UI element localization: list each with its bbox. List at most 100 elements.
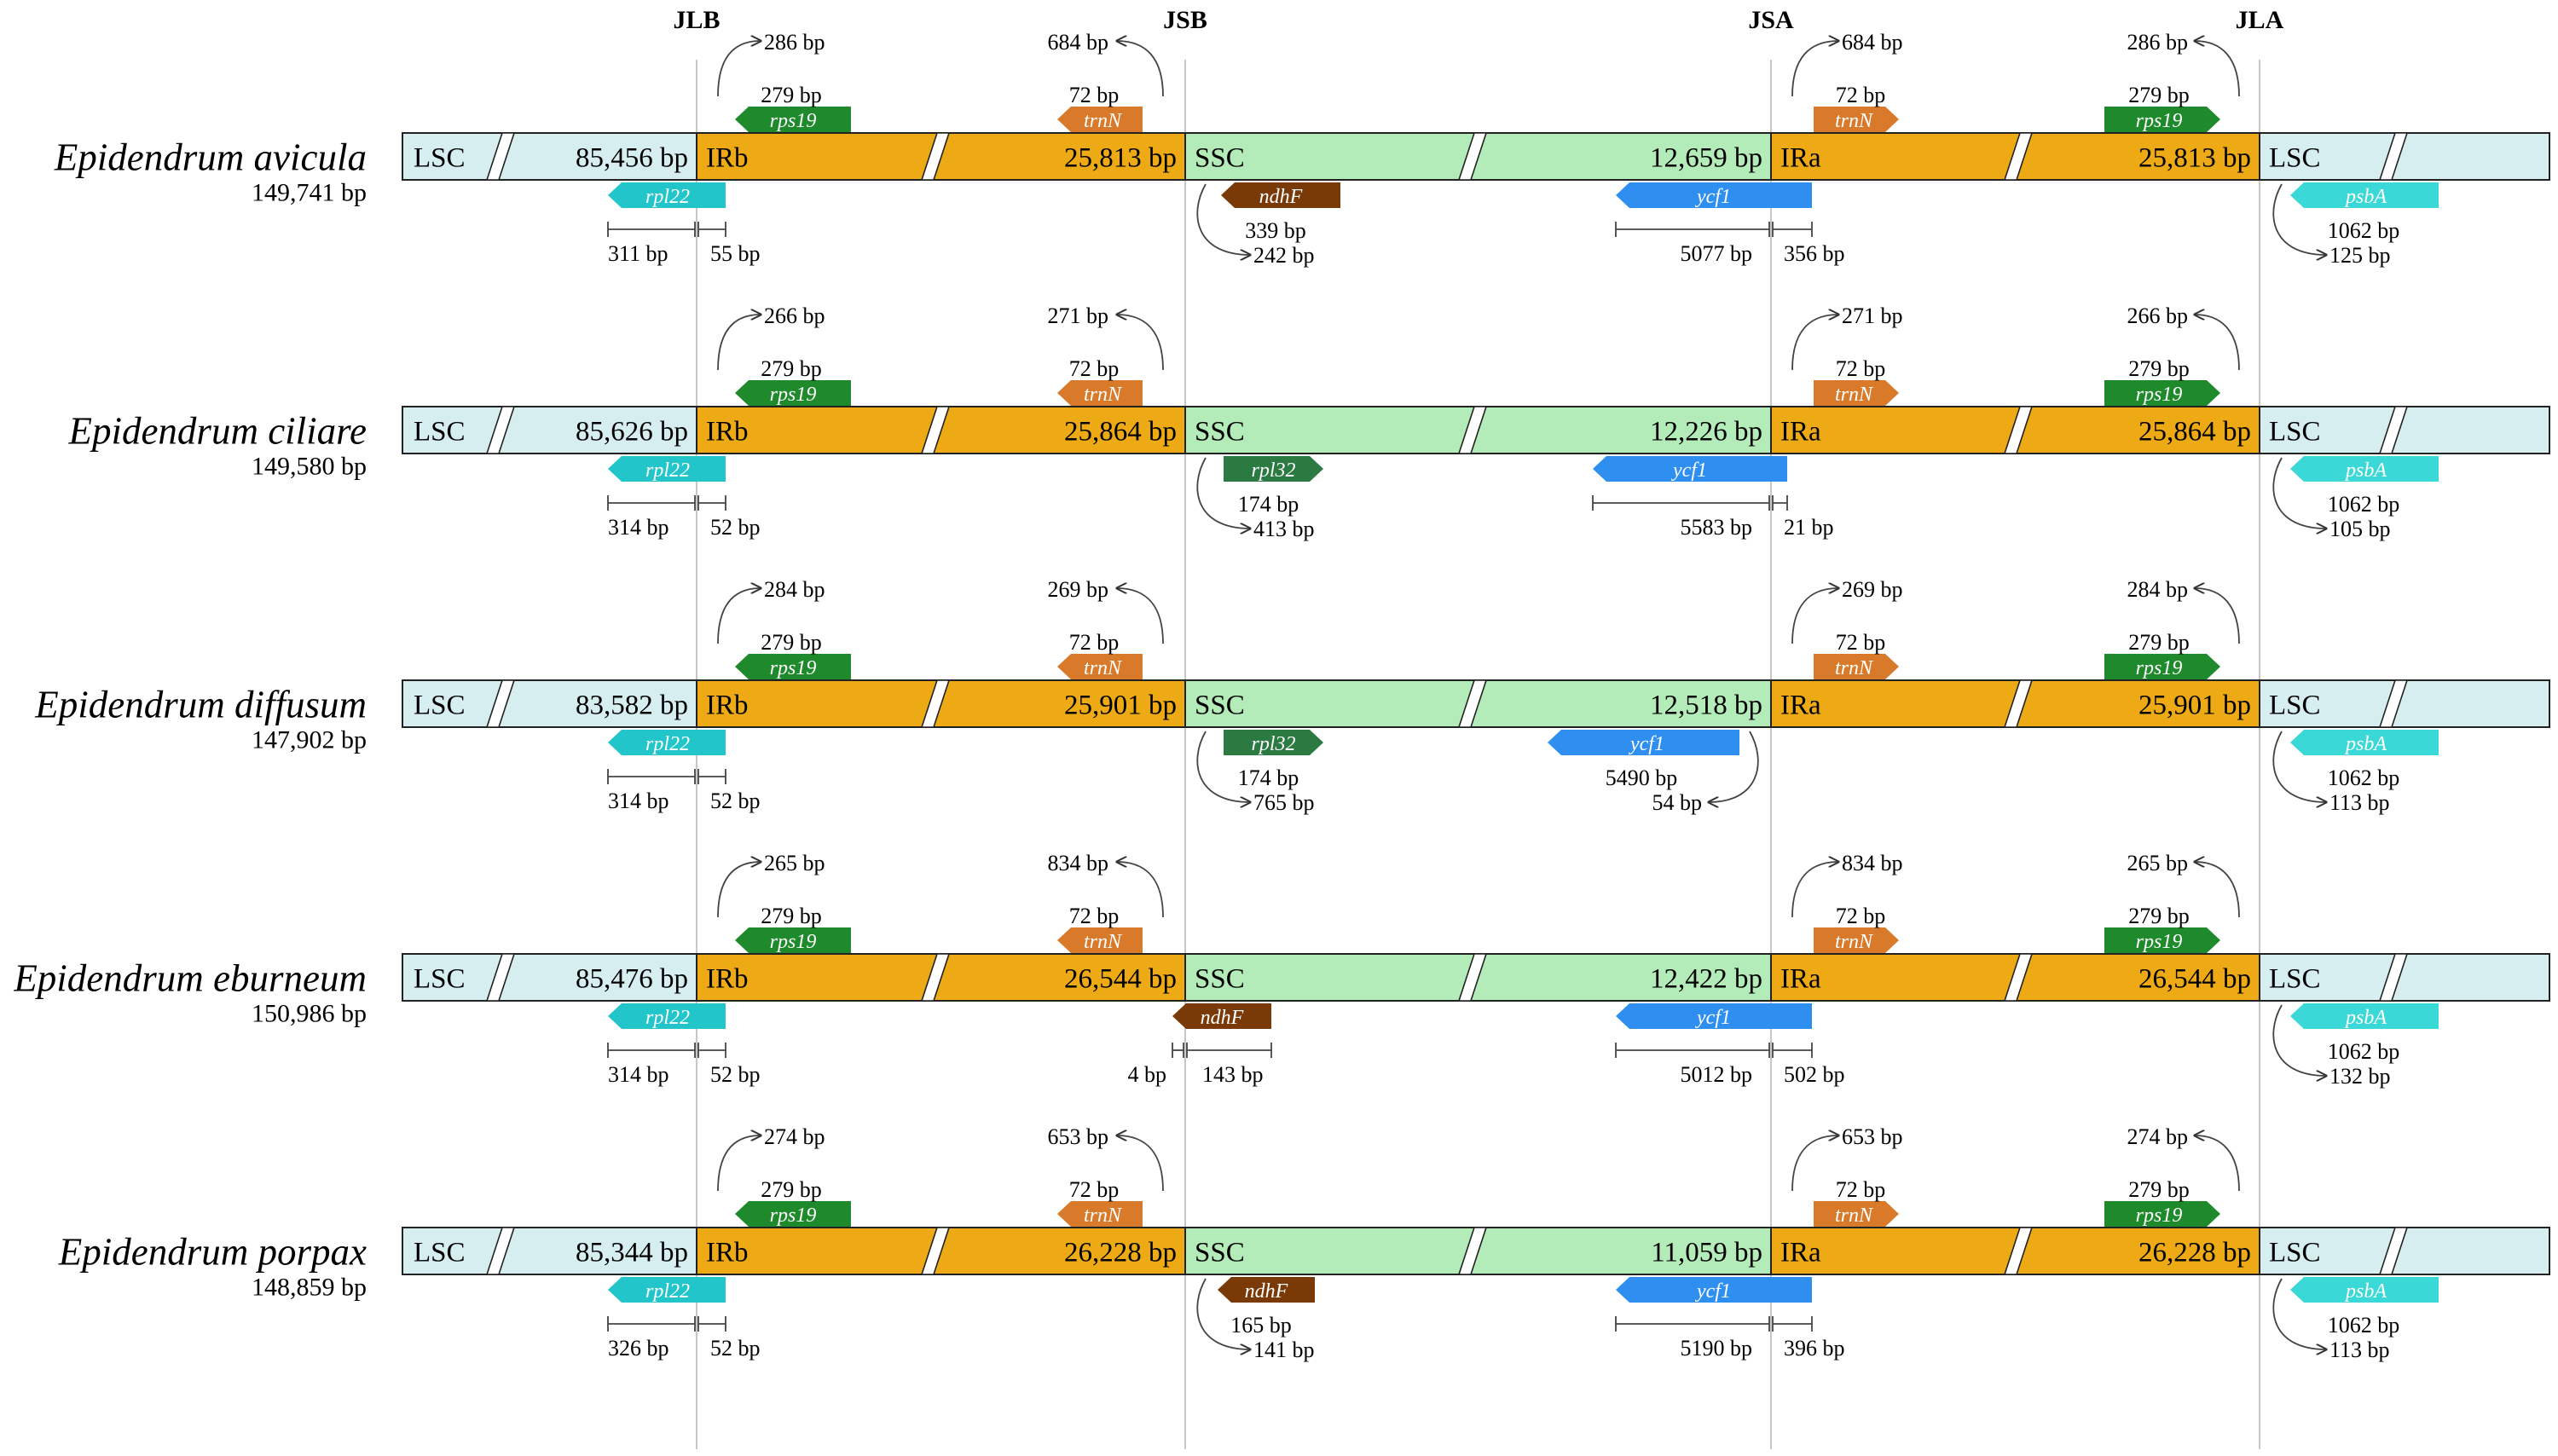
genome-length: 147,902 bp <box>252 726 367 754</box>
species-name: Epidendrum ciliare <box>67 410 367 453</box>
rps19-gene-right <box>2104 380 2220 406</box>
rps19-distance-arrow-left <box>717 315 761 371</box>
rpl22-ir-length: 55 bp <box>710 241 761 266</box>
irb-length: 26,228 bp <box>1064 1238 1177 1268</box>
trnN-length-left: 72 bp <box>1069 83 1120 107</box>
trnN-gene-left <box>1057 654 1143 679</box>
rps19-length-right: 279 bp <box>2128 904 2190 928</box>
trnN-distance-right: 269 bp <box>1842 577 1903 602</box>
psbA-gene <box>2290 730 2439 755</box>
trnN-distance-left: 271 bp <box>1048 303 1109 328</box>
genome-length: 149,741 bp <box>252 179 367 207</box>
ira-length: 25,813 bp <box>2138 143 2251 174</box>
ycf1-ssc-bracket <box>1615 1316 1770 1332</box>
trnN-gene-right <box>1814 107 1899 132</box>
psbA-label: psbA <box>2344 459 2387 482</box>
rpl22-lsc-length: 314 bp <box>608 789 669 813</box>
trnN-distance-arrow-left <box>1117 1135 1164 1192</box>
trnN-gene-left <box>1057 380 1143 406</box>
rps19-label-left: rps19 <box>770 384 817 406</box>
psbA-length: 1062 bp <box>2328 1313 2400 1338</box>
rps19-label-right: rps19 <box>2136 931 2183 953</box>
ssc-label: SSC <box>1195 690 1245 721</box>
trnN-length-right: 72 bp <box>1836 356 1886 381</box>
rpl22-gene <box>608 182 726 208</box>
break-mark <box>1457 679 1488 728</box>
rps19-distance-arrow-left <box>717 862 761 918</box>
rpl22-lsc-bracket <box>607 222 696 237</box>
rps19-gene-left <box>735 1201 851 1227</box>
rps19-gene-left <box>735 927 851 953</box>
trnN-label-left: trnN <box>1084 384 1123 406</box>
psbA-length: 1062 bp <box>2328 492 2400 517</box>
rps19-distance-arrow-left <box>717 1135 761 1192</box>
trnN-distance-arrow-right <box>1791 588 1838 644</box>
trnN-distance-right: 834 bp <box>1842 851 1903 875</box>
ycf1-gene <box>1548 730 1739 755</box>
ycf1-ssc-length: 5077 bp <box>1681 241 1753 266</box>
psbA-label: psbA <box>2344 186 2387 208</box>
rps19-label-left: rps19 <box>770 110 817 132</box>
ycf1-ssc-bracket <box>1592 495 1770 511</box>
break-mark <box>2003 1227 2034 1275</box>
rps19-distance-left: 265 bp <box>764 851 825 875</box>
rps19-distance-left: 286 bp <box>764 30 825 55</box>
trnN-distance-right: 684 bp <box>1842 30 1903 55</box>
trnN-distance-left: 653 bp <box>1048 1124 1109 1149</box>
lsc-label-right: LSC <box>2269 417 2321 448</box>
ira-label: IRa <box>1780 143 1821 174</box>
trnN-label-left: trnN <box>1084 657 1123 679</box>
ira-length: 26,544 bp <box>2138 964 2251 995</box>
trnN-length-right: 72 bp <box>1836 83 1886 107</box>
psbA-distance-arrow <box>2272 183 2326 255</box>
rpl22-gene <box>608 1277 726 1303</box>
ssc-start-gene-distance-arrow <box>1196 183 1250 255</box>
ssc-start-gene <box>1218 1277 1315 1303</box>
break-mark <box>485 406 516 454</box>
psbA-label: psbA <box>2344 1280 2387 1303</box>
trnN-distance-right: 653 bp <box>1842 1124 1903 1149</box>
rps19-distance-arrow-left <box>717 41 761 97</box>
trnN-gene-right <box>1814 1201 1899 1227</box>
ycf1-label: ycf1 <box>1671 459 1707 482</box>
rps19-label-left: rps19 <box>770 1205 817 1227</box>
junction-label-jsa: JSA <box>1748 6 1794 34</box>
genome-length: 150,986 bp <box>252 1000 367 1028</box>
lsc-label-right: LSC <box>2269 1238 2321 1268</box>
psbA-distance: 113 bp <box>2329 1338 2390 1362</box>
rps19-length-left: 279 bp <box>761 630 822 655</box>
ssc-start-gene-length: 165 bp <box>1230 1313 1292 1338</box>
ssc-length: 12,226 bp <box>1650 417 1762 448</box>
psbA-distance: 105 bp <box>2329 517 2391 541</box>
trnN-length-right: 72 bp <box>1836 904 1886 928</box>
rpl22-ir-bracket <box>697 1316 726 1332</box>
rps19-distance-left: 274 bp <box>764 1124 825 1149</box>
lsc-region-left <box>402 679 697 728</box>
lsc-region-right <box>2259 953 2550 1002</box>
rps19-label-left: rps19 <box>770 931 817 953</box>
species-name: Epidendrum avicula <box>54 136 367 179</box>
irb-label: IRb <box>706 417 749 448</box>
ssc-start-gene-label: rpl32 <box>1251 459 1295 482</box>
rps19-distance-arrow-left <box>717 588 761 644</box>
trnN-length-right: 72 bp <box>1836 630 1886 655</box>
ira-label: IRa <box>1780 964 1821 995</box>
lsc-region-right <box>2259 1227 2550 1275</box>
ycf1-label: ycf1 <box>1629 733 1664 755</box>
rps19-gene-right <box>2104 1201 2220 1227</box>
break-mark <box>2003 132 2034 181</box>
rps19-length-right: 279 bp <box>2128 1177 2190 1202</box>
ycf1-ir-length: 502 bp <box>1784 1062 1845 1087</box>
rps19-length-left: 279 bp <box>761 83 822 107</box>
ssc-start-gene <box>1221 182 1340 208</box>
rps19-label-right: rps19 <box>2136 1205 2183 1227</box>
rpl22-lsc-length: 311 bp <box>608 241 668 266</box>
trnN-gene-left <box>1057 107 1143 132</box>
rpl22-label: rpl22 <box>645 733 690 755</box>
ycf1-distance: 54 bp <box>1652 790 1703 815</box>
break-mark <box>485 132 516 181</box>
